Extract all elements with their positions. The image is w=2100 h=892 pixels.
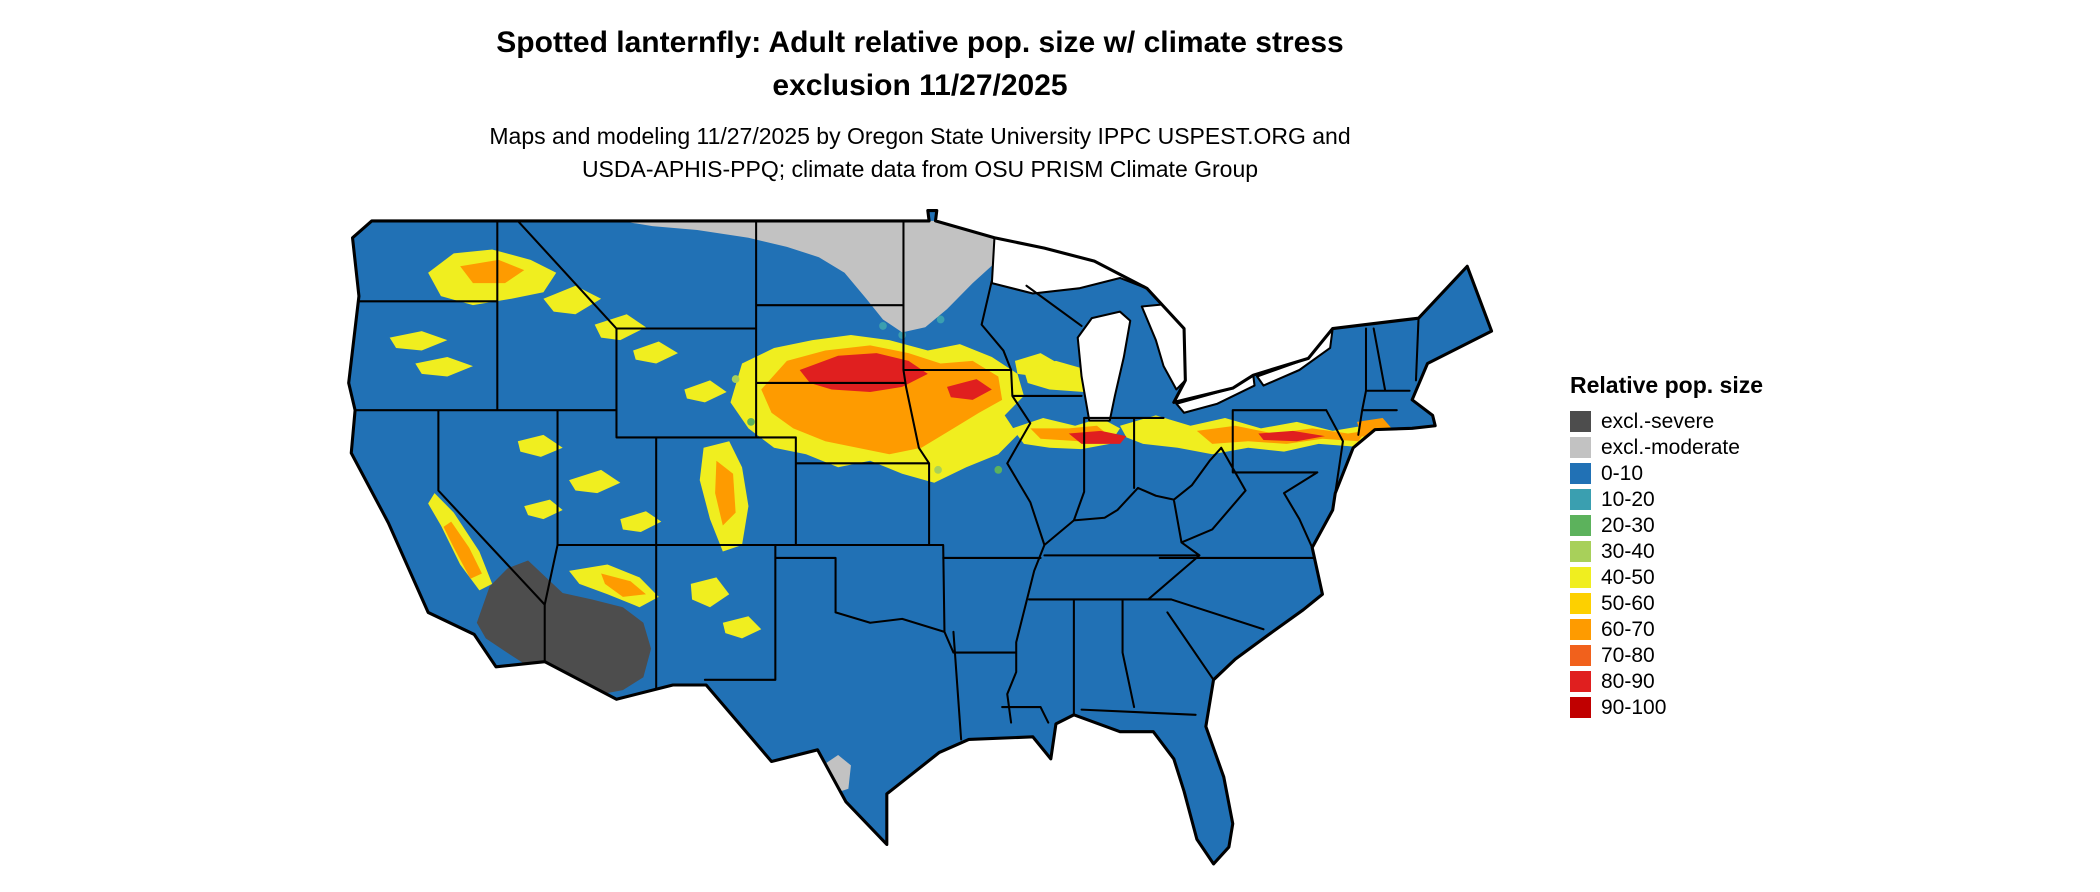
legend-label: 30-40 — [1601, 540, 1655, 563]
legend-item: 30-40 — [1570, 541, 1763, 562]
legend-item: 10-20 — [1570, 489, 1763, 510]
legend-item: 20-30 — [1570, 515, 1763, 536]
map-title-line2: exclusion 11/27/2025 — [772, 68, 1068, 102]
state-borders — [354, 219, 1420, 741]
lake-michigan — [1076, 310, 1132, 422]
legend-label: 20-30 — [1601, 514, 1655, 537]
legend-label: 50-60 — [1601, 592, 1655, 615]
legend-label: 90-100 — [1601, 696, 1667, 719]
legend-label: 0-10 — [1601, 462, 1644, 485]
legend-label: 70-80 — [1601, 644, 1655, 667]
map-title: Spotted lanternfly: Adult relative pop. … — [240, 22, 1600, 107]
legend-swatch — [1570, 697, 1591, 718]
legend-item: 50-60 — [1570, 593, 1763, 614]
legend-label: excl.-moderate — [1601, 436, 1740, 459]
map-subtitle: Maps and modeling 11/27/2025 by Oregon S… — [240, 120, 1600, 187]
legend-item: 0-10 — [1570, 463, 1763, 484]
legend-swatch — [1570, 489, 1591, 510]
us-outline — [347, 209, 1494, 866]
us-choropleth-map — [347, 209, 1494, 866]
severe-exclusion-region — [476, 560, 652, 696]
legend-item: 70-80 — [1570, 645, 1763, 666]
legend-label: excl.-severe — [1601, 410, 1715, 433]
legend-item: excl.-moderate — [1570, 437, 1763, 458]
legend-item: 60-70 — [1570, 619, 1763, 640]
legend-swatch — [1570, 567, 1591, 588]
legend: Relative pop. size excl.-severe excl.-mo… — [1570, 372, 1763, 723]
legend-swatch — [1570, 671, 1591, 692]
legend-label: 10-20 — [1601, 488, 1655, 511]
legend-item: 90-100 — [1570, 697, 1763, 718]
legend-item: excl.-severe — [1570, 411, 1763, 432]
legend-swatch — [1570, 515, 1591, 536]
legend-label: 80-90 — [1601, 670, 1655, 693]
population-midrange-specks — [731, 315, 1003, 474]
map-title-line1: Spotted lanternfly: Adult relative pop. … — [496, 26, 1344, 59]
legend-swatch — [1570, 645, 1591, 666]
legend-title: Relative pop. size — [1570, 372, 1764, 398]
map-subtitle-line1: Maps and modeling 11/27/2025 by Oregon S… — [489, 123, 1351, 149]
legend-swatch — [1570, 541, 1591, 562]
legend-swatch — [1570, 593, 1591, 614]
legend-label: 40-50 — [1601, 566, 1655, 589]
legend-item: 40-50 — [1570, 567, 1763, 588]
legend-label: 60-70 — [1601, 618, 1655, 641]
map-subtitle-line2: USDA-APHIS-PPQ; climate data from OSU PR… — [581, 156, 1259, 183]
legend-swatch — [1570, 463, 1591, 484]
legend-swatch — [1570, 411, 1591, 432]
legend-swatch — [1570, 619, 1591, 640]
legend-item: 80-90 — [1570, 671, 1763, 692]
legend-swatch — [1570, 437, 1591, 458]
